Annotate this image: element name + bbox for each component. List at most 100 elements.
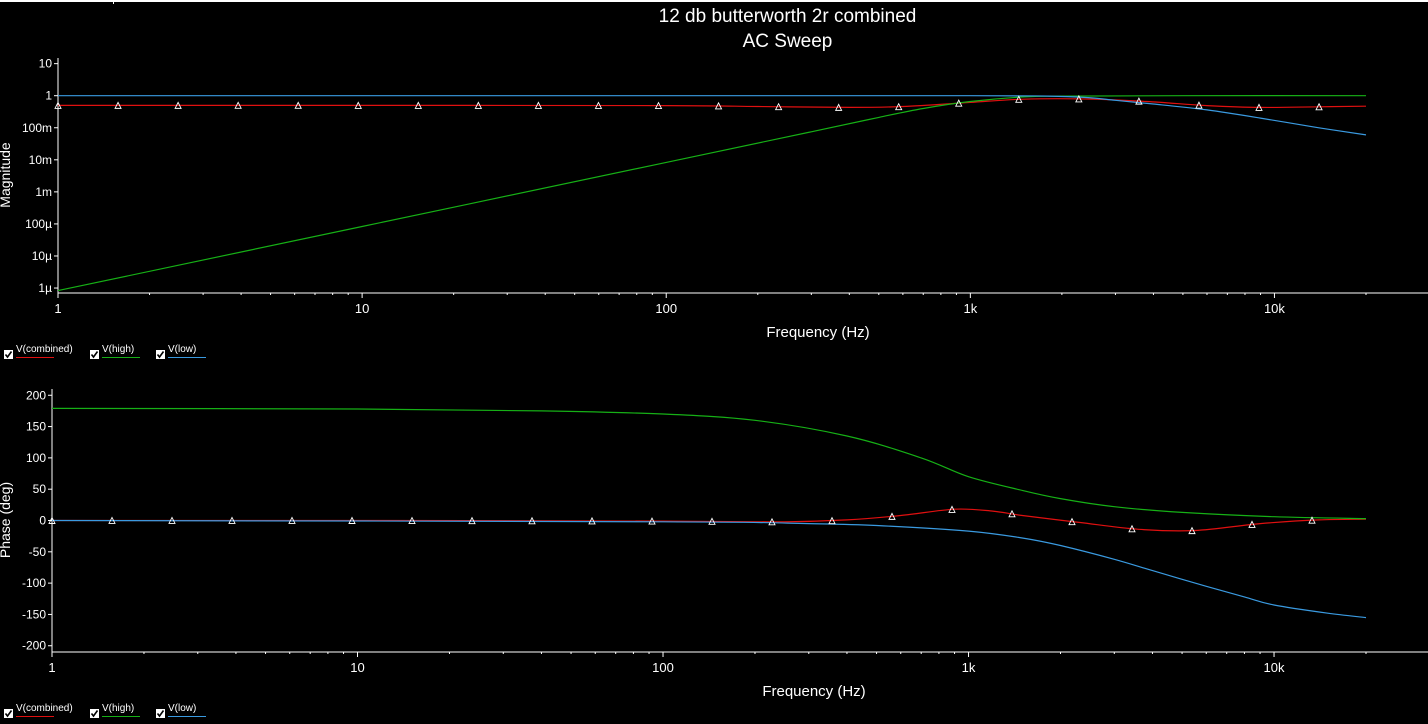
data-marker	[354, 101, 362, 109]
checkbox-combined[interactable]	[4, 350, 13, 359]
data-marker	[1015, 95, 1023, 103]
x-axis-label: Frequency (Hz)	[762, 683, 865, 700]
data-marker	[408, 516, 416, 525]
data-marker	[948, 505, 956, 513]
y-tick-label: -150	[22, 607, 46, 621]
data-marker	[288, 516, 296, 524]
data-marker	[294, 101, 302, 109]
data-marker	[174, 101, 182, 109]
legend-swatch-low	[168, 716, 206, 717]
data-marker	[768, 517, 776, 526]
data-marker	[474, 101, 483, 109]
y-tick-label: 200	[26, 388, 46, 402]
y-tick-label: -50	[29, 545, 47, 559]
x-axis-label: Frequency (Hz)	[766, 324, 869, 341]
data-marker	[888, 512, 896, 520]
y-axis-label: Magnitude	[0, 142, 13, 208]
data-marker	[1068, 517, 1076, 526]
legend-swatch-combined	[16, 357, 54, 358]
data-marker	[648, 517, 656, 525]
y-tick-label: 0	[39, 514, 46, 528]
data-marker	[414, 101, 423, 109]
y-tick-label: 100µ	[25, 217, 52, 231]
data-marker	[714, 101, 723, 110]
x-tick-label: 1	[54, 301, 61, 316]
legend-label-high: V(high)	[102, 703, 135, 714]
data-marker	[108, 516, 116, 524]
data-marker	[534, 101, 543, 109]
data-marker	[588, 516, 596, 525]
y-tick-label: 1	[45, 89, 52, 103]
legend-label-high: V(high)	[102, 344, 135, 355]
x-tick-label: 1k	[963, 301, 977, 316]
data-marker	[1075, 94, 1083, 103]
data-marker	[528, 516, 536, 525]
data-marker	[114, 101, 122, 109]
data-marker	[1255, 103, 1263, 111]
chart-subtitle: AC Sweep	[742, 31, 833, 52]
data-marker	[48, 516, 56, 524]
y-tick-label: -100	[22, 576, 46, 590]
y-tick-label: 10	[39, 57, 53, 71]
data-marker	[828, 516, 836, 525]
data-marker	[1248, 520, 1256, 528]
checkbox-low[interactable]	[156, 350, 165, 359]
y-tick-label: 100m	[22, 121, 52, 135]
data-marker	[1128, 524, 1136, 533]
x-tick-label: 10	[350, 660, 364, 675]
x-tick-label: 10k	[1264, 660, 1285, 675]
x-tick-label: 10k	[1264, 301, 1285, 316]
data-marker	[894, 102, 903, 111]
y-axis-label: Phase (deg)	[0, 482, 13, 558]
data-marker	[234, 101, 242, 109]
data-marker	[1308, 516, 1316, 524]
y-tick-label: 10µ	[32, 249, 52, 263]
data-marker	[468, 516, 476, 525]
data-marker	[834, 103, 843, 111]
y-tick-label: 100	[26, 451, 46, 465]
checkbox-high[interactable]	[90, 709, 99, 718]
data-marker	[1008, 509, 1016, 518]
y-tick-label: 1m	[35, 185, 52, 199]
x-tick-label: 1k	[962, 660, 976, 675]
data-marker	[1315, 102, 1323, 111]
data-marker	[228, 516, 236, 524]
x-tick-label: 100	[655, 301, 677, 316]
data-marker	[1195, 101, 1203, 109]
data-marker	[708, 517, 716, 525]
series-line-low	[51, 519, 1367, 619]
legend-label-combined: V(combined)	[16, 344, 73, 355]
top-border-tick	[113, 0, 114, 4]
chart-title: 12 db butterworth 2r combined	[658, 6, 917, 27]
data-marker	[654, 101, 663, 110]
data-marker	[1188, 526, 1196, 535]
checkbox-combined[interactable]	[4, 709, 13, 718]
data-marker	[594, 101, 603, 109]
series-line-combined	[51, 508, 1367, 532]
y-tick-label: 1µ	[38, 281, 52, 295]
data-marker	[955, 99, 963, 107]
x-tick-label: 10	[355, 301, 369, 316]
legend-swatch-low	[168, 357, 206, 358]
top-border-line	[0, 0, 1428, 2]
legend-label-combined: V(combined)	[16, 703, 73, 714]
series-line-high	[51, 407, 1367, 520]
legend-swatch-high	[102, 716, 140, 717]
checkbox-high[interactable]	[90, 350, 99, 359]
series-line-high	[57, 95, 1367, 292]
checkbox-low[interactable]	[156, 709, 165, 718]
x-tick-label: 1	[48, 660, 55, 675]
legend-swatch-combined	[16, 716, 54, 717]
data-marker	[168, 516, 176, 524]
y-tick-label: 50	[33, 482, 47, 496]
legend-label-low: V(low)	[168, 703, 197, 714]
x-tick-label: 100	[652, 660, 674, 675]
series-line-low	[58, 95, 1367, 136]
data-marker	[348, 516, 356, 524]
y-tick-label: -200	[22, 639, 46, 653]
data-marker	[54, 101, 62, 109]
y-tick-label: 10m	[29, 153, 52, 167]
data-marker	[1135, 97, 1143, 105]
